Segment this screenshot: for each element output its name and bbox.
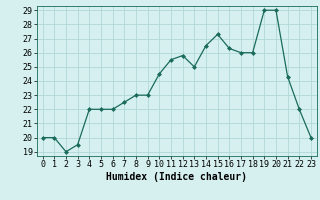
- X-axis label: Humidex (Indice chaleur): Humidex (Indice chaleur): [106, 172, 247, 182]
